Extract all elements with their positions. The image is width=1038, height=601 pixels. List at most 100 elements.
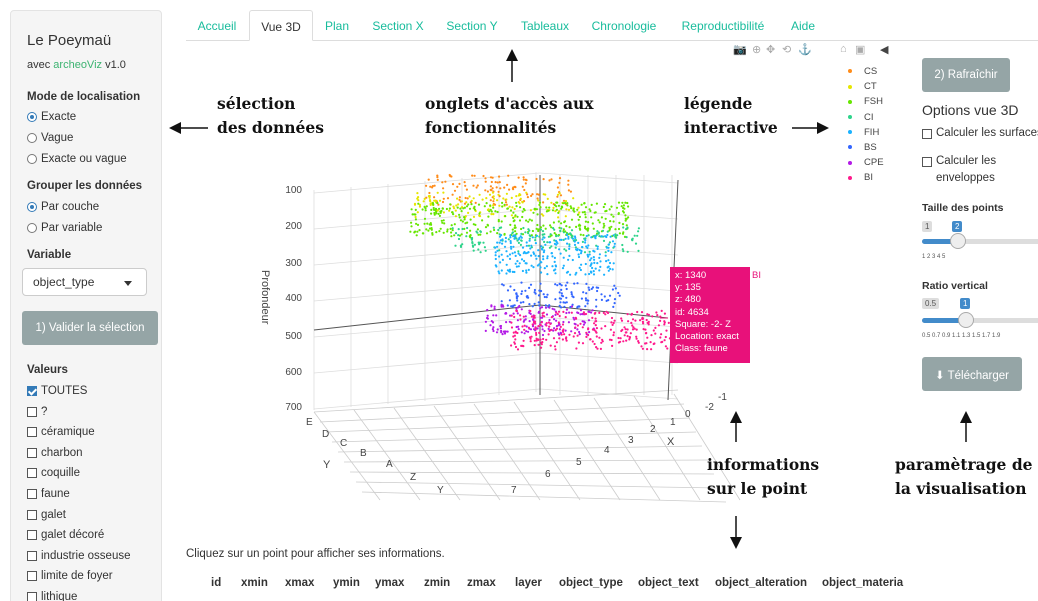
checkbox-icon[interactable] bbox=[27, 592, 37, 601]
column-header[interactable]: object_alteration bbox=[715, 577, 808, 589]
camera-view-icon[interactable]: ▣ bbox=[855, 44, 866, 56]
mode-option-vague[interactable]: Vague bbox=[27, 132, 73, 144]
radio-icon[interactable] bbox=[27, 112, 37, 122]
ratio-slider[interactable] bbox=[922, 312, 1038, 328]
slider-thumb[interactable] bbox=[950, 233, 966, 249]
data-point bbox=[549, 233, 552, 236]
data-point bbox=[577, 213, 580, 216]
value-checkbox[interactable]: faune bbox=[27, 488, 70, 500]
data-point bbox=[605, 246, 609, 249]
refresh-button[interactable]: 2) Rafraîchir bbox=[922, 58, 1010, 92]
column-header[interactable]: zmax bbox=[467, 577, 496, 589]
slider-thumb[interactable] bbox=[958, 312, 974, 328]
column-header[interactable]: layer bbox=[515, 577, 542, 589]
mode-option-exacte[interactable]: Exacte bbox=[27, 111, 76, 123]
data-point bbox=[553, 204, 557, 207]
value-checkbox[interactable]: lithique bbox=[27, 591, 77, 601]
mode-option-exacte-ou-vague[interactable]: Exacte ou vague bbox=[27, 153, 127, 165]
value-checkbox[interactable]: TOUTES bbox=[27, 385, 87, 397]
data-point bbox=[506, 207, 509, 210]
legend-item[interactable]: CS bbox=[848, 66, 877, 77]
surfaces-checkbox[interactable]: Calculer les surfaces bbox=[922, 127, 1038, 139]
checkbox-icon[interactable] bbox=[27, 427, 37, 438]
data-point bbox=[497, 220, 500, 223]
column-header[interactable]: object_materia bbox=[822, 577, 904, 589]
zoom-icon[interactable]: ⊕ bbox=[752, 44, 762, 56]
column-header[interactable]: ymin bbox=[333, 577, 360, 589]
tab-chronologie[interactable]: Chronologie bbox=[591, 19, 657, 33]
checkbox-icon[interactable] bbox=[27, 530, 37, 541]
radio-icon[interactable] bbox=[27, 202, 37, 212]
column-header[interactable]: object_text bbox=[638, 577, 699, 589]
legend-item[interactable]: CI bbox=[848, 112, 874, 123]
legend-item[interactable]: CT bbox=[848, 81, 877, 92]
group-option-variable[interactable]: Par variable bbox=[27, 222, 102, 234]
data-point bbox=[492, 326, 495, 329]
column-header[interactable]: zmin bbox=[424, 577, 451, 589]
tab-accueil[interactable]: Accueil bbox=[197, 19, 237, 33]
radio-icon[interactable] bbox=[27, 133, 37, 143]
checkbox-icon[interactable] bbox=[27, 468, 37, 479]
column-header[interactable]: ymax bbox=[375, 577, 405, 589]
value-checkbox[interactable]: coquille bbox=[27, 467, 80, 479]
hover-icon[interactable]: ◀ bbox=[880, 44, 889, 56]
data-point bbox=[506, 183, 509, 186]
data-point bbox=[617, 201, 621, 204]
tab-section-x[interactable]: Section X bbox=[372, 19, 424, 33]
tab-vue-3d[interactable]: Vue 3D bbox=[249, 10, 313, 41]
checkbox-icon[interactable] bbox=[922, 129, 932, 139]
tab-tableaux[interactable]: Tableaux bbox=[520, 19, 570, 33]
value-checkbox[interactable]: charbon bbox=[27, 447, 83, 459]
checkbox-icon[interactable] bbox=[922, 157, 932, 167]
legend-item[interactable]: FIH bbox=[848, 127, 879, 138]
turntable-icon[interactable]: ⚓ bbox=[798, 44, 812, 56]
download-button[interactable]: ⬇ Télécharger bbox=[922, 357, 1022, 391]
data-point bbox=[598, 336, 601, 339]
legend-item[interactable]: BS bbox=[848, 142, 877, 153]
legend-item[interactable]: CPE bbox=[848, 157, 884, 168]
radio-icon[interactable] bbox=[27, 154, 37, 164]
data-point bbox=[579, 268, 583, 272]
column-header[interactable]: object_type bbox=[559, 577, 623, 589]
data-point bbox=[566, 232, 569, 235]
checkbox-icon[interactable] bbox=[27, 550, 37, 561]
data-point bbox=[476, 228, 479, 231]
variable-select[interactable]: object_type bbox=[22, 268, 147, 296]
point-size-slider[interactable] bbox=[922, 233, 1038, 249]
envelopes-checkbox[interactable]: Calculer les bbox=[922, 155, 996, 167]
checkbox-icon[interactable] bbox=[27, 509, 37, 520]
legend-item[interactable]: FSH bbox=[848, 96, 883, 107]
checkbox-icon[interactable] bbox=[27, 386, 37, 396]
data-point bbox=[566, 202, 569, 205]
archeoviz-link[interactable]: archeoViz bbox=[53, 59, 103, 71]
home-icon[interactable]: ⌂ bbox=[840, 43, 847, 55]
column-header[interactable]: xmax bbox=[285, 577, 315, 589]
data-point bbox=[641, 317, 645, 320]
tab-reproductibilit-[interactable]: Reproductibilité bbox=[681, 19, 765, 33]
column-header[interactable]: id bbox=[211, 577, 222, 589]
value-checkbox[interactable]: ? bbox=[27, 406, 47, 418]
value-checkbox[interactable]: limite de foyer bbox=[27, 570, 113, 582]
value-checkbox[interactable]: galet bbox=[27, 509, 66, 521]
validate-button[interactable]: 1) Valider la sélection bbox=[22, 311, 158, 345]
tab-aide[interactable]: Aide bbox=[790, 19, 816, 33]
data-point bbox=[503, 186, 506, 189]
value-checkbox[interactable]: céramique bbox=[27, 426, 95, 438]
checkbox-icon[interactable] bbox=[27, 571, 37, 582]
radio-icon[interactable] bbox=[27, 223, 37, 233]
group-option-couche[interactable]: Par couche bbox=[27, 201, 99, 213]
camera-icon[interactable]: 📷 bbox=[733, 44, 747, 56]
pan-icon[interactable]: ✥ bbox=[766, 44, 776, 56]
column-header[interactable]: xmin bbox=[241, 577, 268, 589]
checkbox-icon[interactable] bbox=[27, 406, 37, 417]
checkbox-icon[interactable] bbox=[27, 489, 37, 499]
tab-section-y[interactable]: Section Y bbox=[446, 19, 498, 33]
value-checkbox[interactable]: galet décoré bbox=[27, 529, 104, 541]
orbit-icon[interactable]: ⟲ bbox=[782, 44, 792, 56]
value-checkbox[interactable]: industrie osseuse bbox=[27, 550, 131, 562]
axis-edge bbox=[313, 304, 541, 331]
data-point bbox=[470, 238, 473, 241]
legend-item[interactable]: BI bbox=[848, 172, 873, 183]
tab-plan[interactable]: Plan bbox=[324, 19, 350, 33]
checkbox-icon[interactable] bbox=[27, 447, 37, 458]
